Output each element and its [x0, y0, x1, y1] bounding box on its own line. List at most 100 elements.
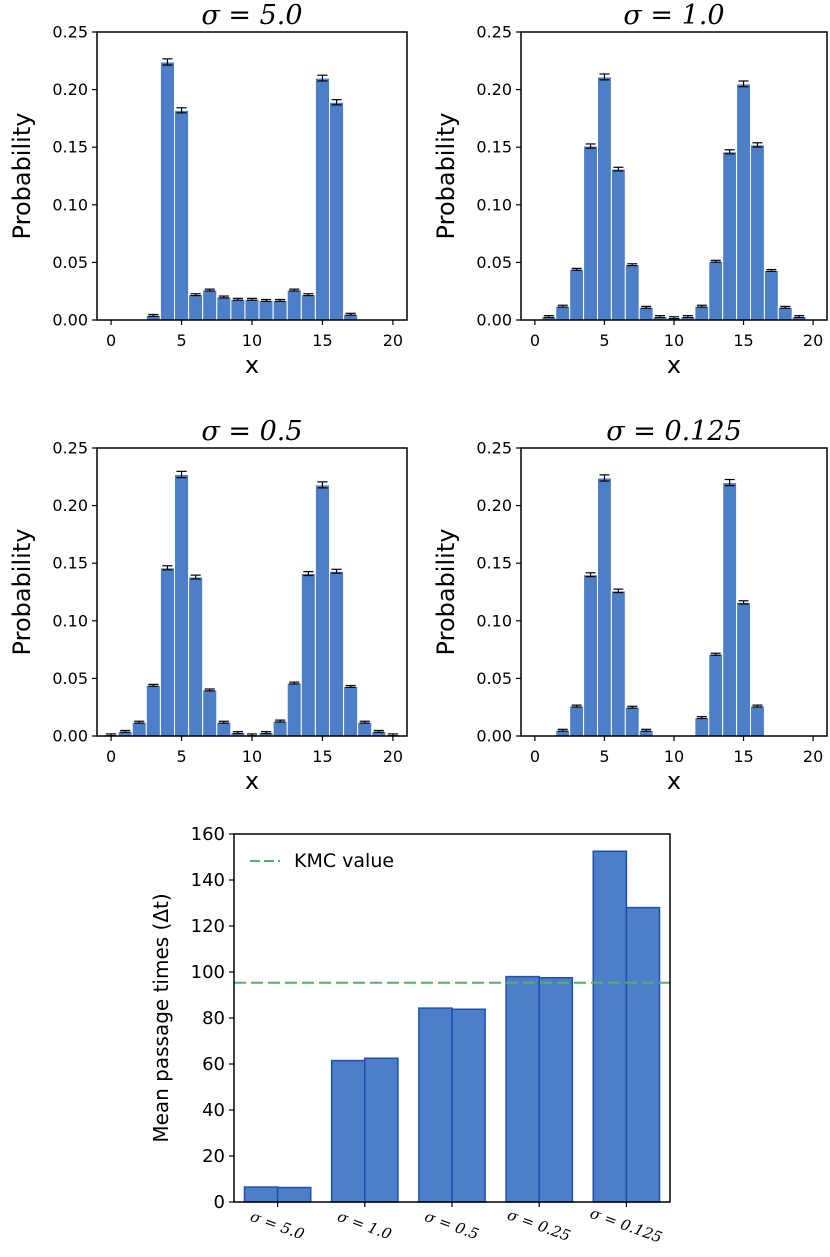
- x-tick-label: 0: [530, 331, 540, 350]
- x-tick-label: 5: [176, 331, 186, 350]
- histogram-bar: [188, 576, 204, 737]
- x-category-label: σ = 0.125: [588, 1204, 665, 1247]
- y-tick-label: 0.05: [476, 253, 512, 272]
- histogram-bar: [286, 682, 302, 737]
- passage-time-bar: [451, 1008, 486, 1203]
- histogram-bar: [624, 264, 640, 321]
- histogram-bar: [750, 705, 765, 737]
- y-tick-label: 0.00: [476, 311, 512, 330]
- x-axis-label: x: [245, 351, 259, 379]
- histogram-panel-3: 0.00 0.05 0.10 0.15 0.20 0.25 0 5 10 15 20 x Probabi…: [8, 416, 408, 795]
- histogram-bar: [188, 294, 204, 321]
- passage-time-bar: [243, 1186, 279, 1203]
- axes-frame: [96, 31, 408, 321]
- histogram-bar: [708, 260, 724, 321]
- y-tick-label: 0.15: [52, 554, 88, 573]
- y-tick-label: 140: [191, 870, 225, 891]
- histogram-bar: [722, 151, 738, 321]
- x-tick-label: 15: [312, 331, 332, 350]
- histogram-bar: [569, 268, 585, 321]
- histogram-bar: [610, 168, 626, 321]
- x-category-label: σ = 0.25: [505, 1206, 573, 1245]
- histogram-panel-4: 0.00 0.05 0.10 0.15 0.20 0.25 0 5 10 15 20 x Probabi…: [432, 416, 828, 795]
- y-tick-label: 0.05: [52, 253, 88, 272]
- histogram-bar: [624, 706, 640, 737]
- y-tick-label: 0.20: [52, 80, 88, 99]
- histogram-bar: [216, 721, 232, 737]
- histogram-bar: [708, 653, 724, 737]
- histogram-bar: [272, 299, 288, 321]
- histogram-bar: [597, 76, 612, 321]
- histogram-bar: [343, 685, 359, 737]
- histogram-bar: [750, 144, 765, 321]
- histogram-bar: [736, 601, 751, 737]
- x-tick-label: 0: [530, 747, 540, 766]
- y-tick-label: 0.05: [476, 669, 512, 688]
- histogram-bar: [610, 590, 626, 737]
- histogram-bar: [286, 289, 302, 321]
- x-category-label: σ = 0.5: [422, 1207, 481, 1243]
- histogram-bar: [329, 101, 345, 321]
- histogram-bar: [174, 109, 190, 321]
- y-tick-label: 0: [214, 1192, 225, 1213]
- histogram-panel-1: 0.00 0.05 0.10 0.15 0.20 0.25 0 5 10 15 20 x Probabi…: [8, 0, 408, 379]
- histogram-bar: [763, 269, 779, 321]
- histogram-bar: [736, 83, 751, 321]
- x-tick-label: 10: [664, 331, 684, 350]
- y-tick-label: 40: [202, 1100, 225, 1121]
- histogram-bar: [159, 567, 175, 737]
- y-tick-label: 0.20: [476, 496, 512, 515]
- x-category-label: σ = 1.0: [335, 1207, 394, 1243]
- y-tick-label: 0.25: [476, 23, 512, 42]
- y-tick-label: 160: [191, 824, 225, 845]
- y-tick-label: 0.20: [52, 496, 88, 515]
- histogram-bar: [583, 574, 598, 737]
- passage-time-bar: [505, 975, 540, 1203]
- y-tick-label: 0.15: [476, 554, 512, 573]
- x-tick-label: 10: [242, 747, 262, 766]
- y-tick-label: 0.00: [476, 727, 512, 746]
- passage-time-bar: [625, 906, 661, 1203]
- histogram-bar: [555, 305, 571, 321]
- histogram-bar: [131, 721, 147, 737]
- passage-time-bar: [592, 850, 628, 1203]
- y-tick-label: 100: [191, 962, 225, 983]
- histogram-bar: [694, 305, 710, 321]
- x-tick-label: 15: [733, 331, 753, 350]
- x-tick-label: 5: [599, 747, 609, 766]
- x-tick-label: 5: [599, 331, 609, 350]
- x-tick-label: 10: [664, 747, 684, 766]
- histogram-bar: [230, 298, 246, 321]
- histogram-bar: [272, 720, 288, 737]
- histogram-bar: [314, 484, 330, 737]
- histogram-bar: [329, 570, 345, 737]
- passage-time-bar: [364, 1057, 399, 1203]
- chart-title: σ = 1.0: [623, 0, 724, 31]
- y-axis-label: Probability: [432, 529, 460, 656]
- y-tick-label: 0.10: [476, 611, 512, 630]
- y-tick-label: 0.25: [52, 439, 88, 458]
- y-tick-label: 0.05: [52, 669, 88, 688]
- y-tick-label: 0.00: [52, 311, 88, 330]
- histogram-bar: [597, 477, 612, 737]
- x-tick-label: 0: [106, 331, 116, 350]
- y-tick-label: 0.10: [476, 195, 512, 214]
- chart-title: σ = 5.0: [201, 0, 302, 31]
- y-tick-label: 60: [202, 1054, 225, 1075]
- y-tick-label: 0.00: [52, 727, 88, 746]
- y-tick-label: 0.15: [52, 138, 88, 157]
- x-category-label: σ = 5.0: [248, 1207, 307, 1243]
- y-tick-label: 0.15: [476, 138, 512, 157]
- y-tick-label: 20: [202, 1146, 225, 1167]
- y-tick-label: 0.25: [476, 439, 512, 458]
- histogram-bar: [202, 689, 218, 737]
- histogram-bar: [258, 299, 274, 321]
- histogram-bar: [583, 145, 598, 321]
- histogram-bar: [145, 684, 161, 737]
- passage-time-chart: σ = 5.0 σ = 1.0 σ = 0.5 σ = 0.25 σ = 0.125 0 2…: [149, 824, 671, 1247]
- x-tick-label: 20: [383, 747, 403, 766]
- y-axis-label: Probability: [432, 113, 460, 240]
- passage-time-bar: [276, 1186, 312, 1203]
- legend: KMC value: [250, 850, 394, 872]
